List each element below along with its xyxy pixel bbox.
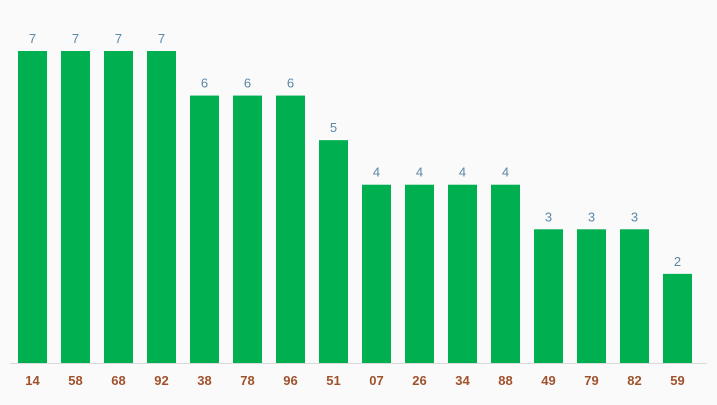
x-tick-label-07: 07 (369, 373, 383, 388)
bar-59 (663, 273, 692, 363)
value-labels-group: 7 7 7 7 6 6 6 5 4 4 4 4 3 3 3 2 (29, 31, 681, 269)
bar-82 (620, 229, 649, 363)
bar-26 (405, 184, 434, 363)
x-tick-label-26: 26 (412, 373, 426, 388)
value-label-88: 4 (502, 165, 509, 180)
value-label-68: 7 (115, 31, 122, 46)
x-tick-label-34: 34 (455, 373, 470, 388)
value-label-26: 4 (416, 165, 423, 180)
x-tick-labels-group: 14 58 68 92 38 78 96 51 07 26 34 88 49 79 82 59 (25, 373, 684, 388)
value-label-58: 7 (72, 31, 79, 46)
bar-78 (233, 95, 262, 364)
value-label-59: 2 (674, 254, 681, 269)
bar-92 (147, 51, 176, 363)
bar-88 (491, 184, 520, 363)
bar-38 (190, 95, 219, 364)
x-tick-label-38: 38 (197, 373, 211, 388)
value-label-49: 3 (545, 209, 552, 224)
value-label-38: 6 (201, 76, 208, 91)
x-tick-label-88: 88 (498, 373, 512, 388)
bar-14 (18, 51, 47, 363)
value-label-92: 7 (158, 31, 165, 46)
bar-79 (577, 229, 606, 363)
x-tick-label-14: 14 (25, 373, 40, 388)
x-tick-label-59: 59 (670, 373, 684, 388)
bar-51 (319, 140, 348, 363)
x-tick-label-58: 58 (68, 373, 82, 388)
value-label-14: 7 (29, 31, 36, 46)
bar-58 (61, 51, 90, 363)
value-label-79: 3 (588, 209, 595, 224)
bars-group (18, 51, 692, 364)
value-label-96: 6 (287, 76, 294, 91)
x-tick-label-79: 79 (584, 373, 598, 388)
value-label-34: 4 (459, 165, 466, 180)
x-tick-label-49: 49 (541, 373, 555, 388)
x-tick-label-68: 68 (111, 373, 125, 388)
x-tick-label-51: 51 (326, 373, 340, 388)
value-label-82: 3 (631, 209, 638, 224)
bar-07 (362, 184, 391, 363)
bar-96 (276, 95, 305, 364)
x-tick-label-78: 78 (240, 373, 254, 388)
bar-49 (534, 229, 563, 363)
bar-34 (448, 184, 477, 363)
x-tick-label-92: 92 (154, 373, 168, 388)
value-label-51: 5 (330, 120, 337, 135)
x-tick-label-82: 82 (627, 373, 641, 388)
value-label-07: 4 (373, 165, 380, 180)
value-label-78: 6 (244, 76, 251, 91)
x-tick-label-96: 96 (283, 373, 297, 388)
bar-68 (104, 51, 133, 363)
